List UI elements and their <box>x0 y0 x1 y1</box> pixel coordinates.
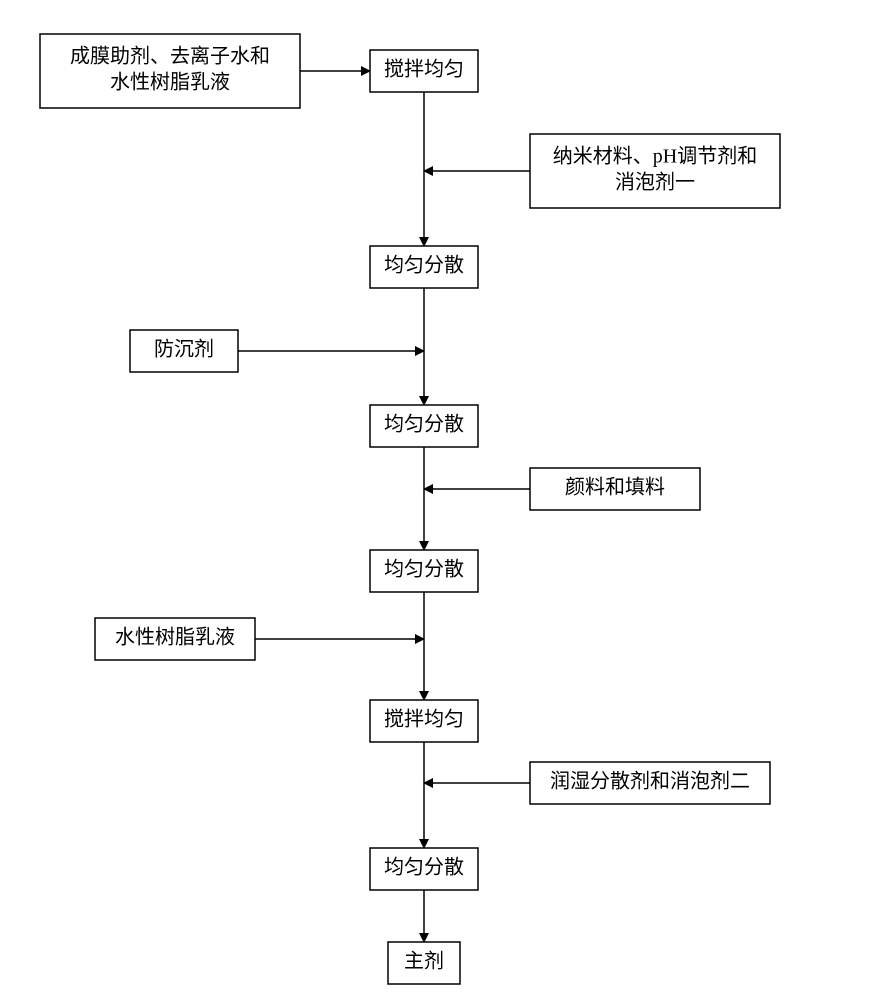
flow-node: 均匀分散 <box>370 848 478 890</box>
flow-node: 颜料和填料 <box>530 468 700 510</box>
flow-node: 均匀分散 <box>370 246 478 288</box>
node-label: 水性树脂乳液 <box>115 626 235 649</box>
node-label: 水性树脂乳液 <box>110 71 230 94</box>
node-label: 均匀分散 <box>384 254 464 277</box>
flow-node: 成膜助剂、去离子水和水性树脂乳液 <box>40 34 300 108</box>
node-label: 搅拌均匀 <box>384 708 464 731</box>
flow-node: 搅拌均匀 <box>370 700 478 742</box>
flow-node: 润湿分散剂和消泡剂二 <box>530 762 770 804</box>
node-label: 成膜助剂、去离子水和 <box>70 45 270 68</box>
node-label: 均匀分散 <box>384 413 464 436</box>
node-label: 防沉剂 <box>154 338 214 361</box>
node-label: 搅拌均匀 <box>384 58 464 81</box>
node-label: 主剂 <box>404 950 444 973</box>
node-label: 润湿分散剂和消泡剂二 <box>550 770 750 793</box>
node-label: 颜料和填料 <box>565 476 665 499</box>
flow-node: 均匀分散 <box>370 405 478 447</box>
flow-node: 水性树脂乳液 <box>95 618 255 660</box>
nodes-layer: 成膜助剂、去离子水和水性树脂乳液搅拌均匀纳米材料、pH调节剂和消泡剂一均匀分散防… <box>40 34 780 984</box>
flow-node: 主剂 <box>388 942 460 984</box>
node-label: 纳米材料、pH调节剂和 <box>553 145 757 168</box>
flow-node: 防沉剂 <box>130 330 238 372</box>
node-label: 均匀分散 <box>384 558 464 581</box>
flow-node: 搅拌均匀 <box>370 50 478 92</box>
flow-node: 均匀分散 <box>370 550 478 592</box>
node-label: 均匀分散 <box>384 856 464 879</box>
edges-layer <box>238 71 530 942</box>
flow-node: 纳米材料、pH调节剂和消泡剂一 <box>530 134 780 208</box>
node-label: 消泡剂一 <box>615 171 695 194</box>
